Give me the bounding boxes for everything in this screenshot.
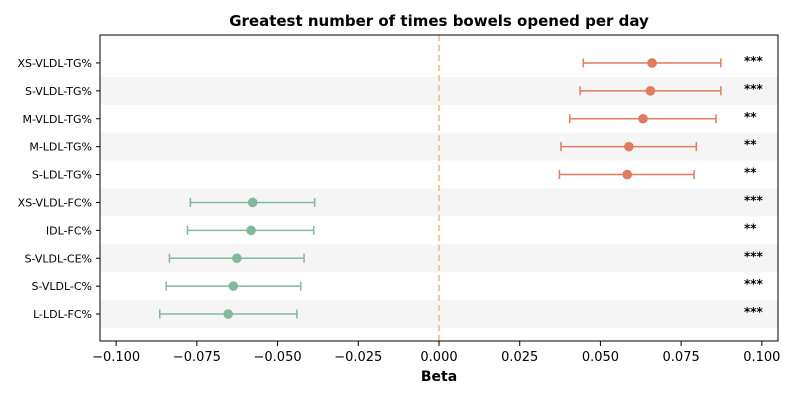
- chart-title: Greatest number of times bowels opened p…: [229, 12, 649, 30]
- significance-label: **: [744, 110, 757, 124]
- y-tick-label: XS-VLDL-FC%: [18, 196, 92, 209]
- y-tick-label: S-LDL-TG%: [32, 169, 92, 182]
- beta-point: [622, 169, 633, 180]
- x-tick-label: 0.075: [663, 350, 700, 365]
- data-rows: **************************: [158, 54, 764, 319]
- significance-label: **: [744, 138, 757, 152]
- x-tick-label: 0.050: [582, 350, 619, 365]
- significance-label: **: [744, 166, 757, 180]
- beta-point: [638, 113, 648, 124]
- x-tick-label: −0.075: [173, 350, 221, 365]
- significance-label: **: [744, 221, 757, 235]
- axes: XS-VLDL-TG% S-VLDL-TG% M-VLDL-TG% M-LDL-TG%…: [17, 34, 780, 365]
- beta-point: [223, 309, 233, 319]
- y-tick-label: M-LDL-TG%: [29, 141, 92, 154]
- beta-point: [247, 197, 258, 208]
- significance-label: ***: [744, 305, 764, 319]
- x-tick-label: −0.100: [92, 350, 140, 365]
- x-tick-label: −0.025: [334, 350, 382, 365]
- y-tick-label: S-VLDL-C%: [32, 280, 92, 293]
- y-tick-label: L-LDL-FC%: [33, 308, 92, 321]
- beta-point: [232, 253, 242, 264]
- y-tick-label: XS-VLDL-TG%: [17, 57, 92, 70]
- beta-point: [624, 141, 634, 152]
- x-axis-label: Beta: [421, 369, 457, 385]
- significance-label: ***: [744, 249, 764, 263]
- x-tick-label: 0.100: [743, 350, 780, 365]
- significance-label: ***: [744, 193, 764, 207]
- x-tick-label: −0.050: [254, 350, 302, 365]
- beta-point: [645, 86, 656, 96]
- beta-point: [647, 58, 657, 68]
- y-tick-label: S-VLDL-CE%: [25, 252, 92, 265]
- significance-label: ***: [744, 82, 764, 96]
- significance-label: ***: [744, 277, 764, 291]
- x-tick-label: 0.000: [420, 350, 457, 365]
- beta-point: [246, 225, 256, 236]
- y-tick-label: M-VLDL-TG%: [22, 113, 92, 126]
- x-tick-label: 0.025: [501, 350, 538, 365]
- y-tick-label: S-VLDL-TG%: [25, 85, 92, 98]
- y-tick-label: IDL-FC%: [46, 224, 92, 237]
- beta-point: [228, 281, 239, 291]
- significance-label: ***: [744, 54, 764, 68]
